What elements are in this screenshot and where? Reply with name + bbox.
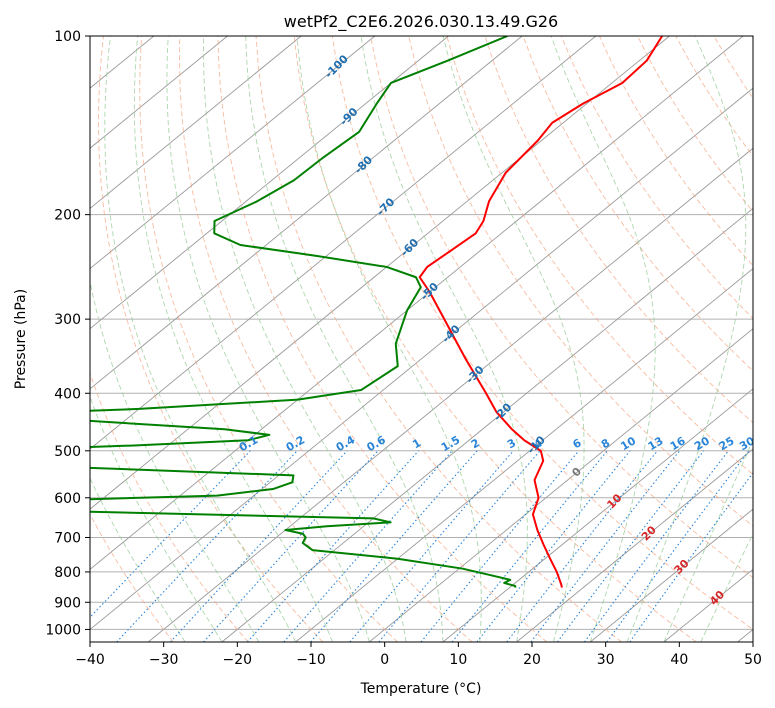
plot-frame (89, 35, 754, 643)
y-axis-label: Pressure (hPa) (13, 289, 29, 389)
dry-adiabat-line (90, 513, 174, 642)
isotherm-line (90, 36, 302, 209)
x-axis-label: Temperature (°C) (360, 681, 482, 697)
y-tick-label: 1000 (45, 622, 81, 638)
moist-adiabat-line (133, 36, 333, 642)
plot-area (90, 36, 753, 642)
isotherm-line (442, 388, 753, 642)
y-tick-label: 200 (54, 208, 81, 224)
mixing-ratio-line (451, 450, 608, 642)
mixing-ratio-label: 30 (737, 434, 757, 453)
mixing-ratio-line (169, 450, 348, 642)
isotherm-lines (90, 36, 753, 642)
y-tick-label: 500 (54, 444, 81, 460)
isotherm-line (90, 36, 597, 450)
dry-adiabat-line (370, 36, 753, 579)
y-tick-label: 400 (54, 386, 81, 402)
chart-title: wetPf2_C2E6.2026.030.13.49.G26 (284, 12, 558, 32)
axis-ticks: −40 −30 −20 −10 0 10 20 30 40 50 1000 900 800 700 600 5… (45, 29, 762, 668)
isotherm-line (221, 207, 753, 642)
isotherm-line (90, 36, 376, 270)
mixing-ratio-line (584, 450, 729, 642)
mixing-ratio-line (378, 450, 541, 642)
mixing-ratio-line (629, 472, 753, 642)
mixing-ratio-line (556, 450, 705, 642)
dry-adiabat-line (522, 36, 753, 372)
moist-adiabat-line (626, 36, 747, 642)
mixing-ratio-line (606, 450, 750, 642)
y-tick-label: 300 (54, 312, 81, 328)
moist-adiabat-line (360, 36, 528, 642)
isotherm-line (90, 36, 449, 330)
mixing-ratio-line (283, 450, 453, 642)
x-tick-label: 30 (597, 652, 615, 668)
x-tick-label: −20 (223, 652, 253, 668)
moist-adiabat-line (296, 36, 482, 642)
moist-adiabat-line (203, 36, 407, 642)
x-tick-label: 50 (744, 652, 762, 668)
dry-adiabat-line (178, 36, 473, 642)
mixing-ratio-line (90, 450, 251, 619)
dewpoint-line (90, 36, 517, 588)
isotherm-line (147, 147, 753, 642)
mixing-ratio-line (246, 450, 420, 642)
mixing-ratio-line (420, 450, 580, 642)
mixing-ratio-line (116, 450, 298, 642)
x-tick-label: −40 (75, 652, 105, 668)
isotherm-line (90, 36, 523, 390)
moist-adiabat-line (90, 279, 260, 642)
dry-adiabat-line (139, 36, 398, 642)
dry-adiabat-line (331, 36, 753, 630)
temperature-line (418, 36, 663, 588)
x-tick-label: 10 (449, 652, 467, 668)
isotherm-line (516, 448, 753, 642)
pressure-gridlines (90, 36, 753, 630)
dry-adiabat-line (217, 36, 548, 642)
y-tick-label: 600 (54, 491, 81, 507)
y-tick-label: 800 (54, 565, 81, 581)
x-tick-label: −30 (149, 652, 179, 668)
x-tick-label: 20 (523, 652, 541, 668)
isotherm-line (90, 36, 228, 149)
mixing-ratio-lines (90, 450, 753, 642)
y-tick-label: 700 (54, 531, 81, 547)
moist-adiabat-line (104, 36, 297, 642)
isotherm-line (90, 87, 753, 631)
isotherm-line (589, 508, 753, 642)
dry-adiabat-line (446, 36, 753, 475)
y-tick-label: 100 (54, 29, 81, 45)
isotherm-line (90, 36, 670, 510)
moist-adiabat-line (550, 36, 656, 642)
moist-adiabat-line (90, 395, 223, 642)
moist-adiabats (90, 36, 753, 642)
moist-adiabat-line (245, 36, 444, 642)
x-tick-label: 40 (670, 652, 688, 668)
moist-adiabat-line (90, 477, 186, 642)
x-tick-label: −10 (296, 652, 326, 668)
moist-adiabat-line (166, 36, 370, 642)
profile-series (90, 36, 663, 588)
x-tick-label: 0 (380, 652, 389, 668)
moist-adiabat-line (663, 438, 753, 642)
y-tick-label: 900 (54, 595, 81, 611)
dry-adiabat-line (255, 36, 622, 642)
dry-adiabat-line (408, 36, 753, 527)
moist-adiabat-line (442, 36, 585, 642)
mixing-ratio-line (476, 450, 631, 642)
isotherm-line (368, 328, 753, 642)
isotherm-line (90, 36, 744, 570)
